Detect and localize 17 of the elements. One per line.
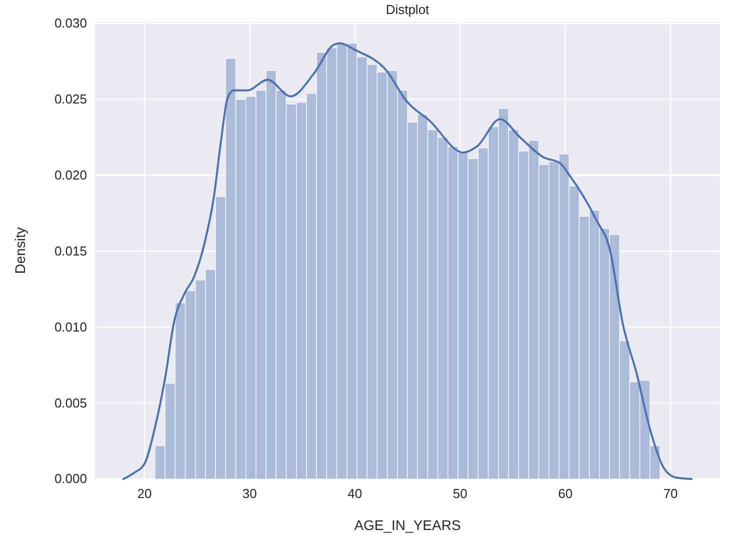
y-tick-label: 0.005 [54, 395, 87, 410]
y-tick-label: 0.025 [54, 92, 87, 107]
y-tick-label: 0.010 [54, 319, 87, 334]
y-tick-label: 0.030 [54, 16, 87, 31]
y-tick-label: 0.015 [54, 243, 87, 258]
line-series [122, 42, 693, 480]
x-tick-label: 40 [348, 486, 362, 502]
y-tick-label: 0.000 [54, 471, 87, 486]
y-axis-title: Density [12, 227, 28, 274]
x-tick-label: 60 [558, 486, 573, 502]
x-axis-title: AGE_IN_YEARS [354, 517, 461, 533]
x-tick-label: 20 [137, 486, 152, 502]
x-tick-label: 50 [452, 486, 468, 502]
x-tick-label: 30 [242, 486, 257, 502]
chart-title: Distplot [386, 2, 430, 17]
y-tick-label: 0.020 [54, 168, 87, 183]
x-tick-label: 70 [663, 486, 678, 502]
